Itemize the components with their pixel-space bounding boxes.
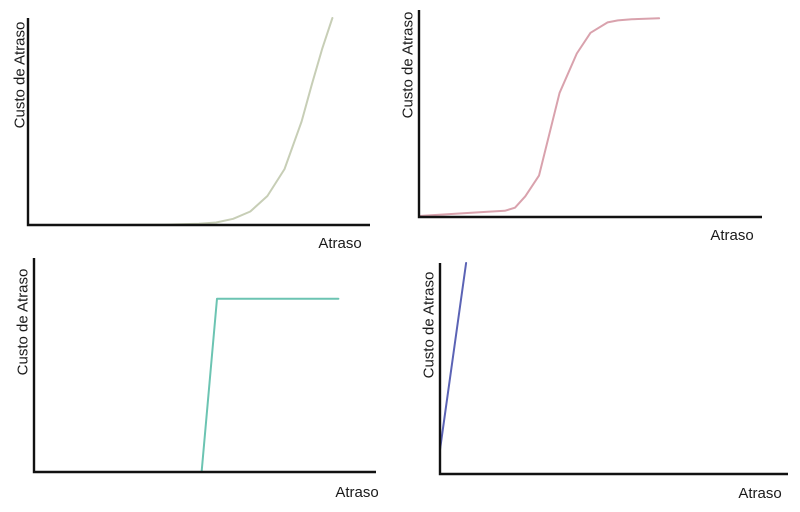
series-line-4-1 <box>439 262 468 451</box>
series-line-3-1 <box>200 297 340 473</box>
axes-2 <box>417 10 762 219</box>
chart-panel-4: Atraso Custo de Atraso <box>421 262 788 502</box>
chart-panel-3: Atraso Custo de Atraso <box>15 258 379 501</box>
axes-1 <box>26 18 370 227</box>
series-line-2-1 <box>418 17 661 217</box>
x-axis-label-3: Atraso <box>335 484 378 501</box>
x-axis-label-4: Atraso <box>738 485 781 502</box>
y-axis-label-2: Custo de Atraso <box>400 12 417 119</box>
x-axis-label-2: Atraso <box>710 227 753 244</box>
y-axis-label-4: Custo de Atraso <box>421 272 438 379</box>
y-axis-label-3: Custo de Atraso <box>15 269 32 376</box>
axes-3 <box>32 258 376 474</box>
chart-panel-2: Atraso Custo de Atraso <box>400 10 762 244</box>
chart-panel-1: Atraso Custo de Atraso <box>12 17 370 252</box>
series-line-1-1 <box>27 17 334 226</box>
x-axis-label-1: Atraso <box>318 235 361 252</box>
axes-4 <box>438 263 788 476</box>
y-axis-label-1: Custo de Atraso <box>12 22 29 129</box>
